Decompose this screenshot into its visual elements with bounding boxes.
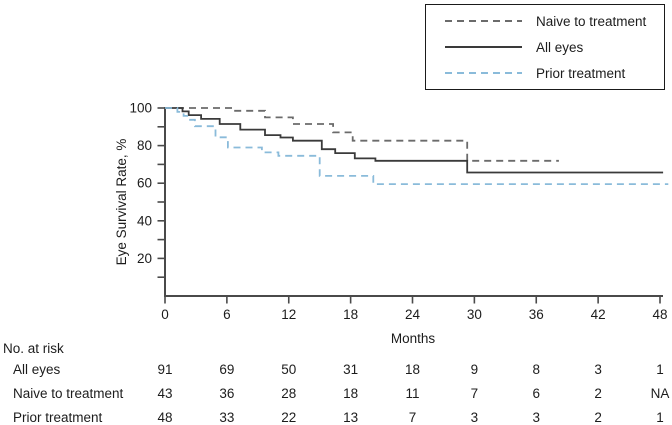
risk-value: 1 [656, 410, 664, 425]
legend-box: Naive to treatment All eyes Prior treatm… [425, 4, 665, 90]
y-tick-label: 60 [137, 176, 152, 191]
legend-item-label: All eyes [536, 39, 584, 55]
risk-row-label: Naive to treatment [13, 386, 124, 401]
risk-value: 50 [281, 362, 297, 377]
survival-curves [165, 107, 669, 185]
risk-value: 2 [594, 410, 602, 425]
x-tick-label: 12 [281, 307, 296, 322]
risk-value: 31 [343, 362, 359, 377]
risk-value: 6 [532, 386, 541, 401]
risk-value: 28 [281, 386, 297, 401]
solid-line-swatch-icon [445, 46, 522, 48]
x-tick-label: 0 [161, 307, 169, 322]
x-tick-label: 36 [529, 307, 544, 322]
dashed-line-swatch-icon [445, 20, 522, 22]
y-tick-label: 20 [137, 251, 152, 266]
risk-value: 69 [219, 362, 235, 377]
axis-tick-labels: 20 40 60 80 100 0 6 12 18 24 30 36 42 48 [129, 101, 667, 323]
dashed-line-swatch-icon [445, 72, 522, 74]
x-tick-label: 18 [343, 307, 358, 322]
risk-value: 8 [532, 362, 541, 377]
axis-ticks [157, 107, 661, 304]
risk-row-label: Prior treatment [13, 410, 103, 425]
legend-item-label: Naive to treatment [536, 13, 647, 29]
risk-value: 91 [157, 362, 173, 377]
risk-value: 43 [157, 386, 173, 401]
legend-item-all-eyes: All eyes [445, 39, 664, 56]
x-tick-label: 30 [467, 307, 482, 322]
legend-item-label: Prior treatment [536, 65, 626, 81]
survival-curve-prior-treatment [165, 107, 669, 185]
y-tick-label: 80 [137, 138, 152, 153]
risk-value: 3 [470, 410, 479, 425]
risk-value: 3 [594, 362, 602, 377]
risk-value: 33 [219, 410, 235, 425]
plot-svg: 20 40 60 80 100 0 6 12 18 24 30 36 42 48 Eye Survival… [114, 101, 669, 346]
risk-value: NA [650, 386, 670, 401]
y-tick-label: 100 [129, 101, 152, 116]
risk-value: 11 [405, 386, 420, 401]
legend-item-naive-to-treatment: Naive to treatment [445, 13, 664, 30]
risk-value: 3 [532, 410, 541, 425]
y-axis-label: Eye Survival Rate, % [114, 139, 129, 266]
x-tick-label: 24 [405, 307, 421, 322]
survival-curve-all-eyes [165, 107, 664, 174]
risk-value: 1 [656, 362, 664, 377]
x-tick-label: 6 [223, 307, 231, 322]
risk-value: 13 [343, 410, 359, 425]
survival-curve-naive-to-treatment [165, 107, 559, 162]
x-tick-label: 48 [652, 307, 667, 322]
x-axis-label: Months [391, 331, 436, 345]
risk-value: 2 [594, 386, 602, 401]
y-tick-label: 40 [137, 213, 152, 228]
risk-value: 18 [343, 386, 359, 401]
risk-value: 22 [281, 410, 297, 425]
axes [164, 107, 663, 297]
risk-value: 48 [157, 410, 173, 425]
risk-value: 36 [219, 386, 235, 401]
legend-item-prior-treatment: Prior treatment [445, 65, 664, 82]
risk-value: 7 [408, 410, 417, 425]
risk-value: 9 [470, 362, 479, 377]
risk-row-label: All eyes [13, 362, 61, 377]
risk-value: 18 [404, 362, 421, 377]
risk-value: 7 [470, 386, 479, 401]
x-tick-label: 42 [591, 307, 606, 322]
